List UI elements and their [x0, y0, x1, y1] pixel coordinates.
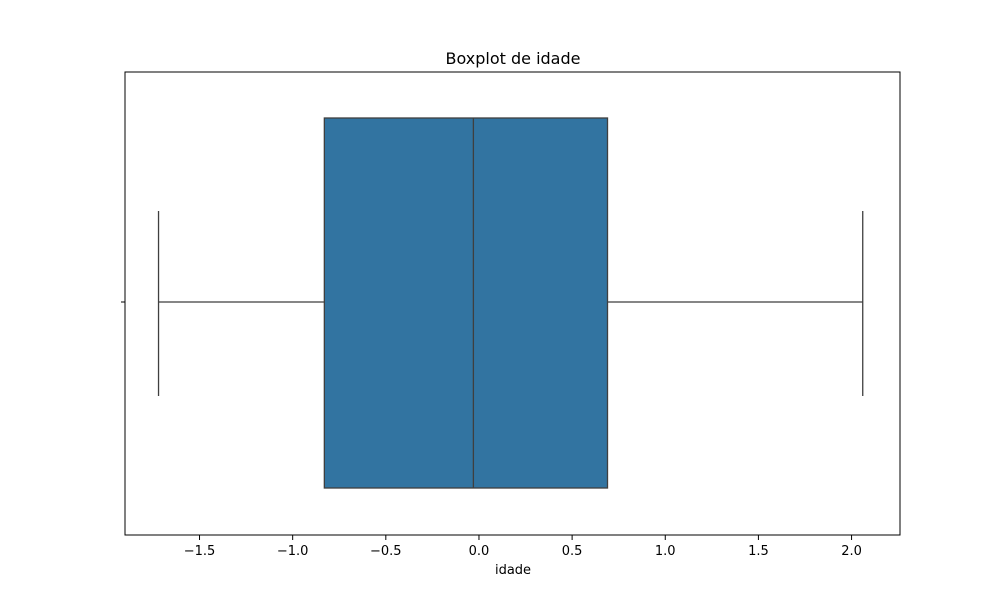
x-tick-label: 0.0	[469, 544, 490, 559]
iqr-box	[323, 117, 609, 489]
x-tick-label: 1.0	[655, 544, 676, 559]
chart-title: Boxplot de idade	[446, 49, 581, 68]
axes-frame	[124, 71, 901, 536]
plot-area	[124, 71, 901, 536]
x-tick-label: −0.5	[370, 544, 402, 559]
x-tick-label: −1.5	[184, 544, 216, 559]
x-tick-label: 0.5	[562, 544, 583, 559]
x-axis-ticks: −1.5 −1.0 −0.5 0.0 0.5 1.0 1.5 2.0	[121, 301, 862, 559]
x-tick-label: 2.0	[841, 544, 862, 559]
x-tick-label: −1.0	[277, 544, 309, 559]
x-tick-label: 1.5	[748, 544, 769, 559]
x-axis-label: idade	[495, 563, 531, 578]
